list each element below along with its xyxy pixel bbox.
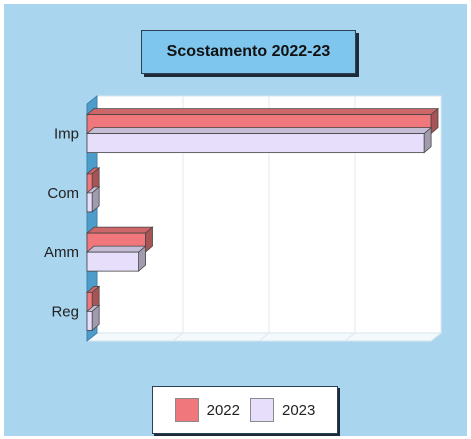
legend-swatch-2023: [250, 398, 274, 422]
category-label: Com: [47, 185, 79, 202]
legend-item-2023: 2023: [250, 398, 315, 422]
bar-amm-2023: [87, 246, 146, 271]
bar-imp-2023: [87, 128, 431, 153]
bar-front: [87, 193, 92, 212]
legend-item-2022: 2022: [175, 398, 240, 422]
category-label: Imp: [54, 126, 79, 143]
chart-legend: 2022 2023: [152, 386, 338, 434]
category-label: Amm: [44, 244, 79, 261]
bar-front: [87, 311, 92, 330]
bar-front: [87, 252, 139, 271]
legend-label-2022: 2022: [207, 402, 240, 419]
category-label: Reg: [51, 303, 79, 320]
bar-top: [87, 227, 152, 233]
bar-top: [87, 246, 146, 252]
category-labels: Imp Com Amm Reg: [44, 126, 79, 321]
legend-swatch-2022: [175, 398, 199, 422]
bar-top: [87, 128, 431, 134]
legend-label-2023: 2023: [282, 402, 315, 419]
bar-top: [87, 109, 438, 115]
bar-front: [87, 134, 424, 153]
